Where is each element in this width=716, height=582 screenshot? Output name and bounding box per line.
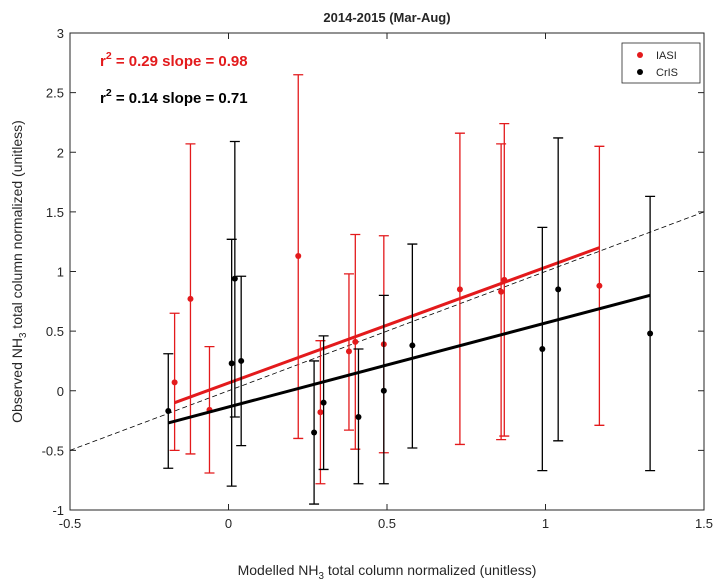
data-point: [352, 338, 359, 345]
data-point: [345, 348, 352, 355]
x-axis-label-part: Modelled NH: [238, 562, 319, 578]
y-tick-label: -0.5: [42, 443, 64, 458]
annotation-part: = 0.29 slope = 0.98: [112, 53, 248, 70]
chart-title: 2014-2015 (Mar-Aug): [323, 10, 450, 25]
data-point: [409, 342, 416, 349]
data-point: [647, 330, 654, 337]
x-tick-label: 1.5: [695, 516, 713, 531]
annotation: r2 = 0.29 slope = 0.98: [100, 50, 248, 70]
reference-line: [69, 211, 705, 451]
data-point: [380, 387, 387, 394]
y-axis-label-part: 3: [18, 332, 29, 338]
data-point: [187, 295, 194, 302]
y-tick-label: 0.5: [46, 324, 64, 339]
data-point: [238, 357, 245, 364]
y-tick-label: 0: [57, 384, 64, 399]
data-point: [317, 409, 324, 416]
y-tick-label: 2.5: [46, 86, 64, 101]
x-axis-label-part: 3: [319, 571, 325, 582]
legend-marker: [637, 52, 643, 58]
data-point: [311, 429, 318, 436]
annotation: r2 = 0.14 slope = 0.71: [100, 87, 248, 107]
y-tick-label: -1: [52, 503, 64, 518]
y-tick-label: 3: [57, 26, 64, 41]
data-point: [539, 346, 546, 353]
y-axis-label-part: total column normalized (unitless): [9, 120, 25, 332]
annotation-part: = 0.14 slope = 0.71: [112, 90, 248, 107]
data-point: [498, 288, 505, 295]
y-axis-label-part: Observed NH: [9, 338, 25, 423]
data-point: [228, 360, 235, 367]
fit-line: [174, 246, 600, 405]
fit-line: [167, 293, 651, 425]
legend-label: IASI: [656, 50, 677, 62]
data-point: [355, 413, 362, 420]
x-tick-label: 1: [542, 516, 549, 531]
x-tick-label: 0.5: [378, 516, 396, 531]
legend-label: CrIS: [656, 67, 678, 79]
legend-box: [621, 42, 701, 84]
data-point: [171, 379, 178, 386]
data-point: [596, 282, 603, 289]
y-tick-label: 2: [57, 145, 64, 160]
x-tick-label: -0.5: [59, 516, 81, 531]
data-point: [555, 286, 562, 293]
y-tick-label: 1.5: [46, 205, 64, 220]
data-point: [231, 275, 238, 282]
y-axis-label: Observed NH3 total column normalized (un…: [9, 120, 29, 423]
data-point: [320, 399, 327, 406]
annotation-part: 2: [106, 50, 112, 62]
x-tick-label: 0: [225, 516, 232, 531]
y-tick-label: 1: [57, 265, 64, 280]
data-point: [165, 408, 172, 415]
legend-marker: [637, 69, 643, 75]
x-axis-label-part: total column normalized (unitless): [324, 562, 536, 578]
annotation-part: 2: [106, 87, 112, 99]
annotation-part: r: [100, 90, 106, 107]
data-point: [456, 286, 463, 293]
annotation-part: r: [100, 53, 106, 70]
data-point: [295, 252, 302, 259]
x-axis-label: Modelled NH3 total column normalized (un…: [238, 562, 537, 582]
